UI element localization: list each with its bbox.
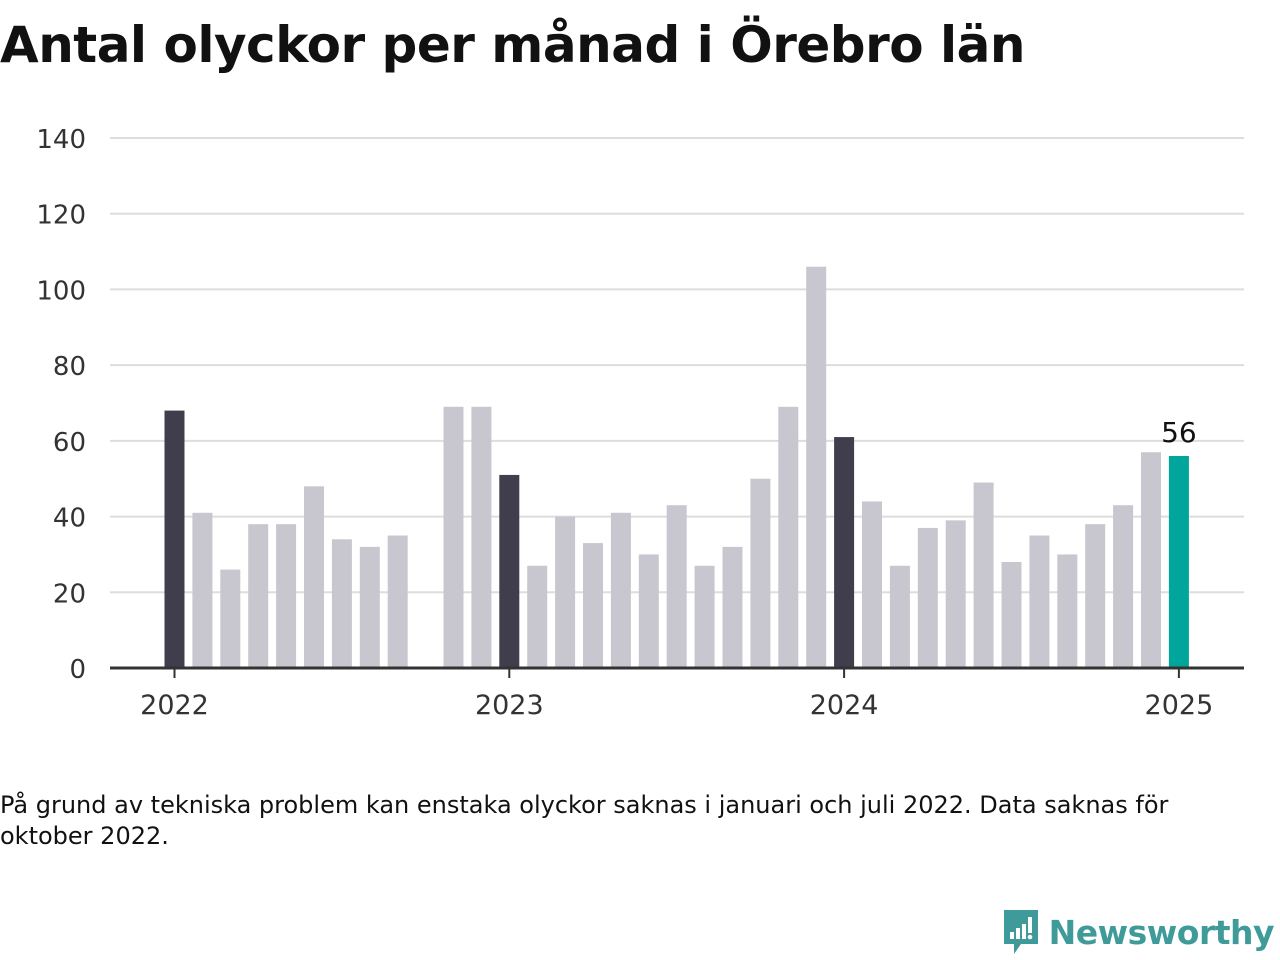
grid-lines [110,137,1244,594]
bar-2024-09 [1057,554,1078,668]
bar-2023-02 [527,565,548,668]
bar-2023-06 [638,554,659,668]
data-labels: 56 [1161,416,1197,449]
y-tick-label: 100 [36,276,86,306]
bar-2022-03 [220,569,241,668]
newsworthy-logo-icon [1003,910,1038,954]
footnote: På grund av tekniska problem kan enstaka… [0,791,1169,850]
bar-2023-11 [778,406,799,668]
data-label: 56 [1161,416,1197,449]
x-tick-label: 2025 [1145,690,1214,721]
bar-2024-06 [973,482,994,668]
brand-logo[interactable]: Newsworthy [1001,908,1275,956]
bar-2022-05 [276,524,297,668]
bar-2022-01 [164,410,185,668]
y-tick-label: 60 [53,428,86,458]
y-tick-label: 140 [36,125,86,155]
bar-2022-06 [304,486,324,668]
bar-2022-04 [248,524,269,668]
bar-2023-05 [610,512,631,668]
bar-chart: 0 20 40 60 80 100 120 140 2022 2023 2024 2025 56 [36,125,1244,721]
bar-2024-04 [917,527,938,668]
bar-2024-07 [1001,562,1022,668]
bar-2024-08 [1029,535,1050,668]
bar-2023-08 [694,565,715,668]
bar-2024-10 [1085,524,1106,668]
bar-2023-09 [722,546,743,668]
bar-2024-03 [889,565,910,668]
y-tick-label: 80 [53,352,86,382]
x-tick-label: 2022 [140,690,209,721]
bars [164,266,1189,668]
bar-2022-12 [471,406,492,668]
x-tick-label: 2024 [810,690,879,721]
bar-2023-03 [555,516,576,668]
bar-2022-02 [192,512,213,668]
y-tick-label: 20 [53,579,86,609]
bar-2024-12 [1141,452,1161,668]
bar-2023-07 [666,505,687,668]
bar-2024-05 [945,520,966,668]
y-axis-ticks: 0 20 40 60 80 100 120 140 [36,125,86,685]
bar-2023-04 [583,543,603,668]
bar-2023-12 [806,266,827,668]
x-axis-ticks: 2022 2023 2024 2025 [140,668,1213,721]
bar-2022-09 [387,535,408,668]
bar-2022-08 [359,546,380,668]
bar-2024-02 [862,501,882,668]
y-tick-label: 120 [36,201,86,231]
y-tick-label: 40 [53,504,86,534]
bar-2023-10 [750,478,771,668]
brand-name: Newsworthy [1048,912,1275,952]
bar-2025-01 [1168,456,1189,668]
y-tick-label: 0 [69,655,86,685]
bar-2024-01 [834,437,855,668]
x-tick-label: 2023 [475,690,544,721]
bar-2022-11 [443,406,464,668]
bar-2024-11 [1113,505,1134,668]
bar-2022-07 [331,539,352,668]
chart-title: Antal olyckor per månad i Örebro län [0,16,1025,74]
bar-2023-01 [499,474,520,668]
